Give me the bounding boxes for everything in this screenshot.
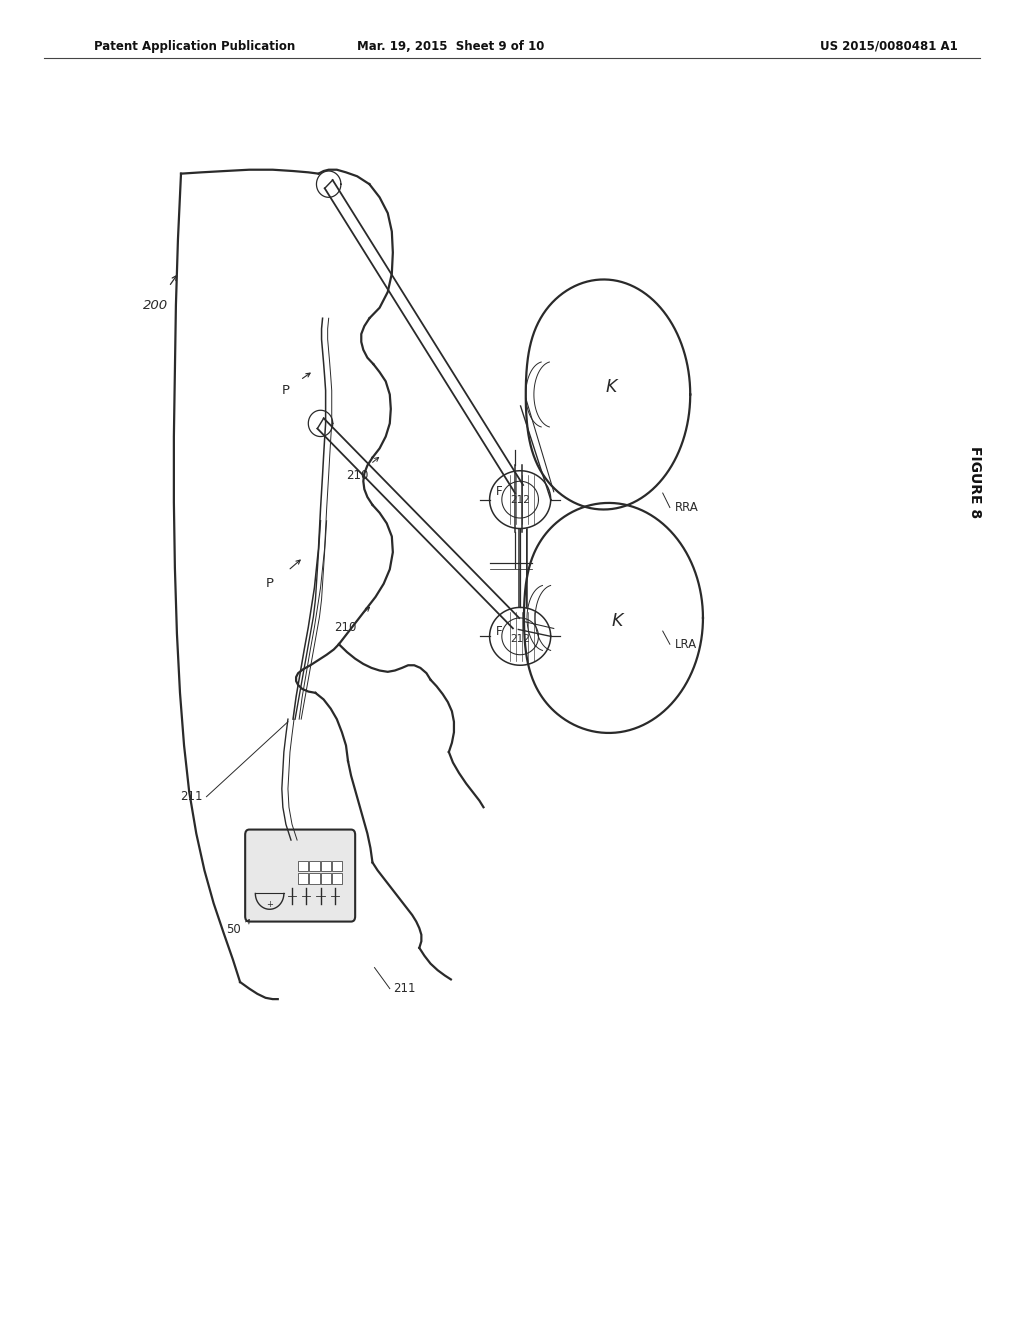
Text: +: + xyxy=(266,899,273,908)
Bar xyxy=(309,874,319,883)
Bar xyxy=(321,861,331,871)
Text: LRA: LRA xyxy=(675,638,697,651)
Text: 211: 211 xyxy=(393,982,416,995)
Text: P: P xyxy=(282,384,290,397)
Bar xyxy=(298,874,308,883)
Bar xyxy=(332,874,342,883)
Text: 212: 212 xyxy=(510,634,529,644)
Bar xyxy=(321,874,331,883)
Text: K: K xyxy=(605,378,616,396)
Text: P: P xyxy=(265,577,273,590)
Text: Mar. 19, 2015  Sheet 9 of 10: Mar. 19, 2015 Sheet 9 of 10 xyxy=(357,40,545,53)
Text: 211: 211 xyxy=(180,791,203,803)
Text: F: F xyxy=(496,486,502,498)
Text: RRA: RRA xyxy=(675,502,698,513)
Text: 50: 50 xyxy=(226,923,241,936)
FancyBboxPatch shape xyxy=(245,829,355,921)
Text: Patent Application Publication: Patent Application Publication xyxy=(94,40,296,53)
Text: K: K xyxy=(611,611,623,630)
Text: FIGURE 8: FIGURE 8 xyxy=(969,446,982,519)
Text: 212: 212 xyxy=(510,495,529,504)
Text: 210: 210 xyxy=(334,620,356,634)
Text: F: F xyxy=(496,624,502,638)
Text: 200: 200 xyxy=(143,298,168,312)
Text: US 2015/0080481 A1: US 2015/0080481 A1 xyxy=(820,40,957,53)
Bar xyxy=(309,861,319,871)
Text: 210: 210 xyxy=(346,470,369,483)
Bar xyxy=(298,861,308,871)
Bar xyxy=(332,861,342,871)
